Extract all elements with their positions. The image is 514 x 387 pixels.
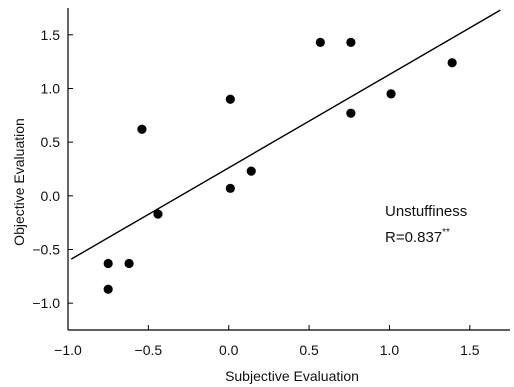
- data-point: [346, 37, 356, 47]
- x-tick-label: −0.5: [135, 342, 163, 358]
- x-tick-label: 0.0: [219, 342, 239, 358]
- data-point: [346, 108, 356, 118]
- x-tick-label: 0.5: [299, 342, 319, 358]
- y-tick-label: −0.5: [32, 242, 60, 258]
- x-axis-title: Subjective Evaluation: [225, 368, 359, 384]
- annotation-correlation: R=0.837**: [385, 227, 450, 246]
- data-point: [124, 258, 134, 269]
- annotation-label: Unstuffiness: [385, 203, 467, 220]
- y-tick-label: 1.0: [41, 81, 61, 97]
- y-tick-label: 0.5: [41, 134, 61, 150]
- x-tick-label: 1.5: [460, 342, 480, 358]
- data-point: [137, 124, 147, 134]
- x-tick-label: −1.0: [54, 342, 82, 358]
- data-point: [225, 183, 235, 193]
- y-axis-ticks: −1.0 −0.5 0.0 0.5 1.0 1.5: [32, 27, 73, 311]
- axes: [67, 8, 510, 331]
- y-tick-label: −1.0: [32, 295, 60, 311]
- data-point: [103, 284, 113, 294]
- y-tick-label: 1.5: [41, 27, 61, 43]
- data-point: [246, 166, 256, 176]
- data-point: [386, 89, 396, 99]
- data-point: [315, 37, 325, 47]
- y-axis-title: Objective Evaluation: [11, 118, 27, 246]
- data-point: [447, 58, 457, 68]
- x-axis-ticks: −1.0 −0.5 0.0 0.5 1.0 1.5: [54, 325, 480, 358]
- x-tick-label: 1.0: [380, 342, 400, 358]
- annotation-r-value: R=0.837: [385, 229, 442, 246]
- regression-line: [70, 9, 501, 260]
- data-points: [103, 37, 457, 294]
- data-point: [153, 209, 163, 219]
- data-point: [225, 94, 235, 104]
- correlation-annotation: Unstuffiness R=0.837**: [385, 203, 467, 246]
- y-tick-label: 0.0: [41, 188, 61, 204]
- data-point: [103, 258, 113, 269]
- annotation-significance: **: [442, 227, 450, 238]
